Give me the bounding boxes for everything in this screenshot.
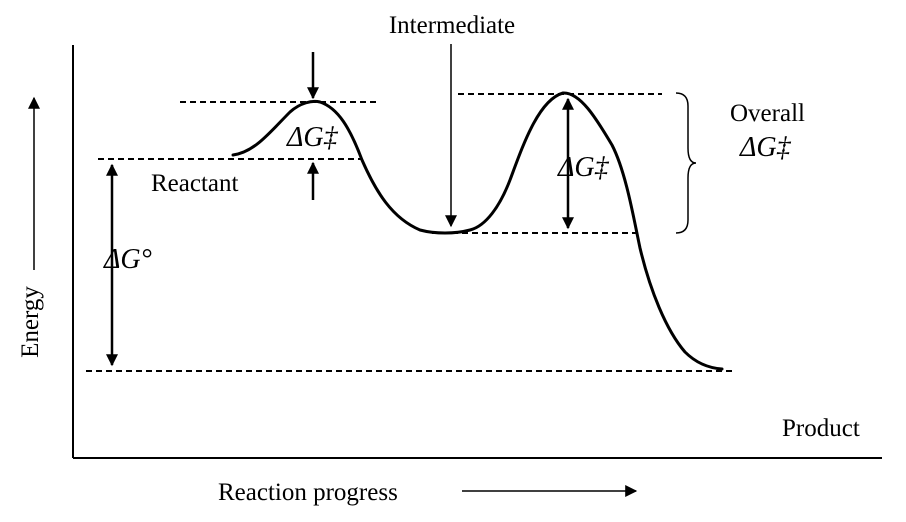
intermediate-label: Intermediate xyxy=(389,12,515,39)
delta-g-standard: ΔG° xyxy=(103,244,152,275)
product-label: Product xyxy=(782,415,860,442)
reactant-label: Reactant xyxy=(151,170,239,197)
overall-label: Overall xyxy=(730,100,805,127)
energy-label: Energy xyxy=(17,286,44,358)
delta-g-ddagger-1: ΔG‡ xyxy=(286,122,339,153)
reaction-progress-label: Reaction progress xyxy=(218,479,398,506)
delta-g-ddagger-2: ΔG‡ xyxy=(557,152,610,183)
overall-delta-g-ddagger: ΔG‡ xyxy=(739,132,792,163)
energy-curve xyxy=(231,91,724,371)
overall-brace xyxy=(675,92,697,234)
